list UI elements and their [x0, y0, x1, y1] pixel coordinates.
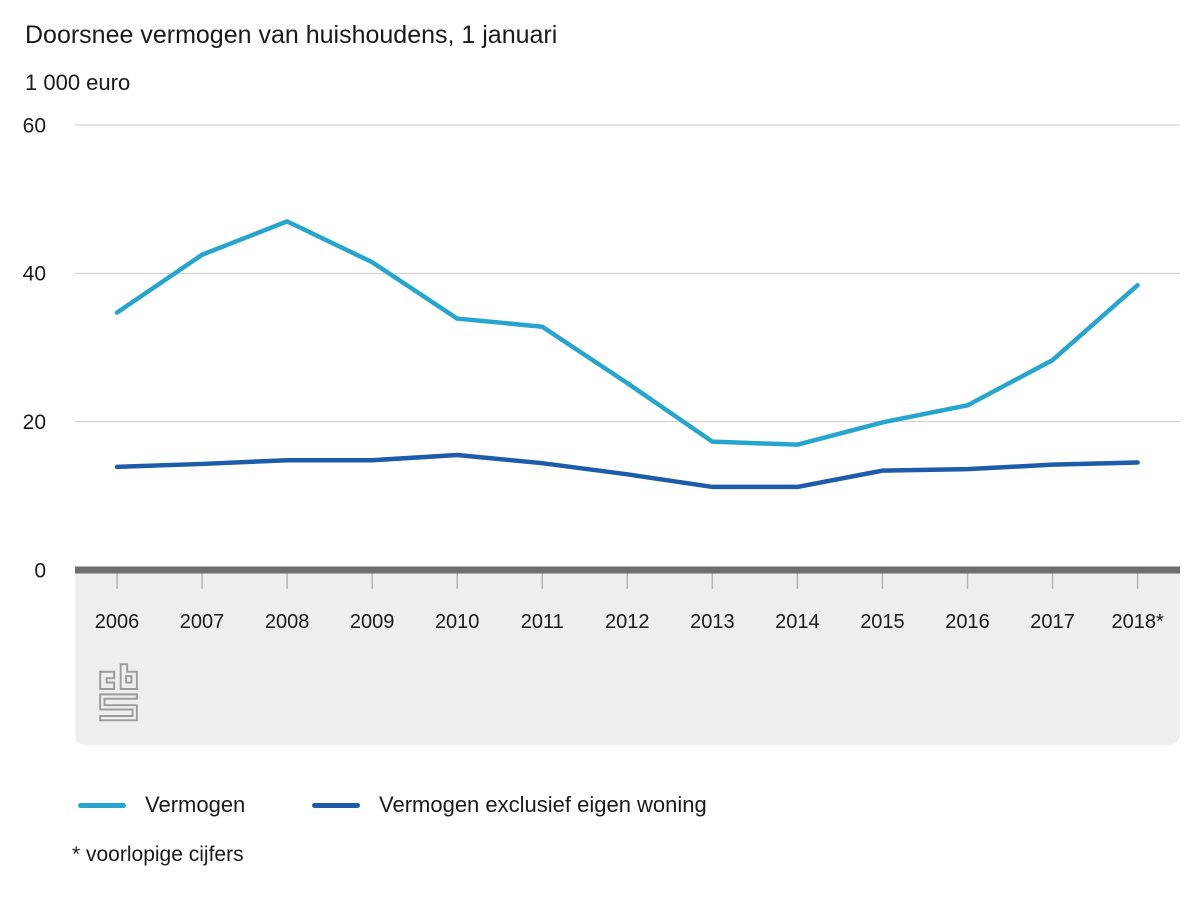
- x-axis-label: 2009: [350, 611, 395, 633]
- x-axis-label: 2011: [521, 611, 564, 633]
- y-axis-label: 40: [23, 263, 46, 286]
- x-axis-label: 2014: [775, 611, 820, 633]
- plot-footer-area: [75, 568, 1180, 745]
- cbs-logo: [99, 663, 138, 722]
- legend-item-vermogen: Vermogen: [78, 790, 245, 820]
- legend-swatch-vermogen-exclusief: [312, 802, 360, 808]
- y-axis-label: 60: [23, 114, 46, 137]
- x-axis-bar: [75, 566, 1180, 574]
- x-axis-label: 2007: [180, 611, 225, 633]
- cbs-logo-letter-c: [99, 670, 116, 690]
- x-axis-label: 2012: [605, 611, 650, 633]
- x-axis-label: 2018*: [1111, 611, 1163, 633]
- x-axis-label: 2006: [95, 611, 140, 633]
- chart-unit-label: 1 000 euro: [25, 70, 131, 95]
- chart-title: Doorsnee vermogen van huishoudens, 1 jan…: [25, 21, 558, 49]
- cbs-logo-letter-s: [99, 693, 138, 722]
- legend-label-vermogen-exclusief: Vermogen exclusief eigen woning: [379, 792, 707, 817]
- x-axis-label: 2017: [1030, 611, 1075, 633]
- y-axis-label: 0: [34, 559, 46, 582]
- footnote: * voorlopige cijfers: [72, 843, 244, 866]
- legend-label-vermogen: Vermogen: [145, 792, 246, 817]
- x-axis-label: 2008: [265, 611, 310, 633]
- chart-legend: Vermogen Vermogen exclusief eigen woning: [0, 790, 1200, 820]
- x-axis-label: 2016: [945, 611, 990, 633]
- legend-item-vermogen-exclusief: Vermogen exclusief eigen woning: [312, 790, 707, 820]
- chart-canvas: 60 40 20 0 2006 2007 2008 2009 2010 2011 2012 2013 2…: [23, 114, 1180, 745]
- x-axis-label: 2013: [690, 611, 735, 633]
- legend-swatch-vermogen: [78, 802, 126, 808]
- cbs-logo-letter-b: [119, 663, 138, 690]
- x-axis-label: 2015: [860, 611, 905, 633]
- x-axis-label: 2010: [435, 611, 480, 633]
- y-axis-label: 20: [23, 411, 46, 434]
- series-line-vermogen-exclusief-eigen-woning: [114, 452, 1140, 490]
- series-line-vermogen: [114, 219, 1140, 447]
